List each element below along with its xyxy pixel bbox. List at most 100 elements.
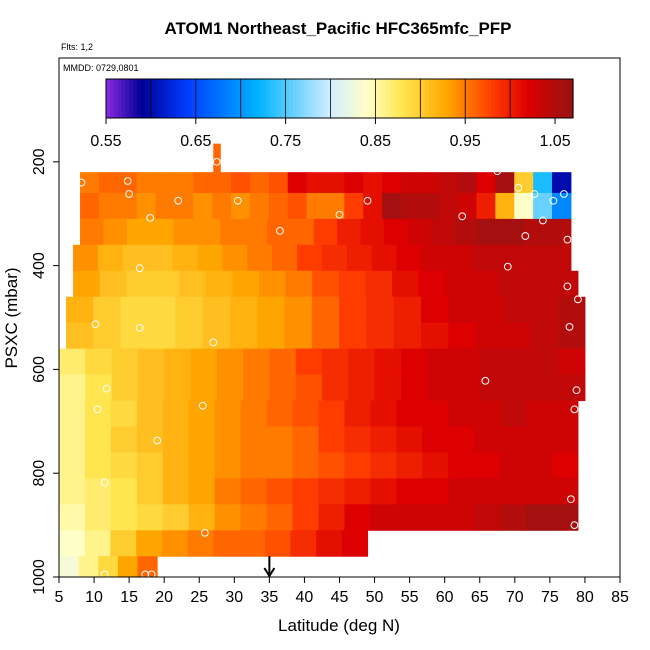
heatmap-cell [267,218,291,246]
sample-point [100,570,109,579]
colorbar-segment [386,79,391,118]
heatmap-cell [400,192,421,220]
colorbar-segment [362,79,368,118]
heatmap-cell [268,172,289,194]
heatmap-cell [214,400,242,427]
heatmap-cell [188,504,216,531]
heatmap-cell [370,426,397,453]
colorbar-segment [440,79,446,118]
heatmap-cell [500,478,527,505]
heatmap-cell [344,504,371,531]
heatmap-cell [530,322,559,350]
heatmap-cell [59,400,86,427]
heatmap-cell [506,374,533,402]
heatmap-cell [136,426,164,453]
colorbar-segment [308,79,313,118]
sample-point [563,282,572,291]
heatmap-cell [190,348,218,376]
heatmap-cell [297,244,323,272]
heatmap-cell [479,348,507,376]
heatmap-cell [292,426,319,453]
heatmap-cell [370,400,397,427]
colorbar-segment [296,79,302,118]
heatmap-cell [393,322,422,350]
colorbar-segment [292,79,298,118]
colorbar-segment [300,79,306,118]
heatmap-cell [257,322,286,350]
heatmap-cell [266,478,294,505]
sample-point [147,570,156,579]
heatmap-cell [266,426,294,453]
colorbar-segment [518,79,524,118]
x-tick-label: 40 [296,589,314,606]
colorbar-segment [133,79,138,118]
heatmap-cell [257,296,286,324]
heatmap-cell [117,192,138,220]
heatmap-cell [533,192,553,220]
heatmap-cell [318,426,345,453]
heatmap-cell [240,400,268,427]
colorbar-segment [207,79,212,118]
heatmap-cell [155,192,175,220]
heatmap-cell [421,322,449,350]
heatmap-cell [476,192,496,220]
heatmap-cell [533,172,553,194]
heatmap-cell [59,374,86,402]
heatmap-cell [110,426,138,453]
heatmap-cell [214,504,242,531]
heatmap-cell [422,400,449,427]
sample-point [77,178,86,187]
heatmap-cell [161,530,189,557]
colorbar-segment [320,79,325,118]
sample-point [212,157,221,166]
heatmap-cell [422,426,449,453]
colorbar-segment [288,79,294,118]
heatmap-cell [427,348,454,376]
heatmap-cell [111,348,139,376]
heatmap-cell [179,270,207,298]
colorbar-segment [537,79,543,118]
sample-point [570,521,579,529]
heatmap-cell [476,172,496,194]
heatmap-cell [187,530,214,557]
colorbar-segment [436,79,442,118]
heatmap-cell [229,322,258,350]
heatmap-cell [66,296,94,324]
sample-point [570,405,579,414]
heatmap-cell [500,504,527,531]
colorbar-segment [510,79,516,118]
heatmap-cell [190,374,218,402]
heatmap-cell [338,270,366,298]
heatmap-cell [382,172,402,194]
x-tick-label: 55 [401,589,419,606]
heatmap-cell [422,478,449,505]
heatmap-cell [306,172,326,194]
heatmap-cell [110,452,138,479]
colorbar-segment [541,79,547,118]
heatmap-cell [370,452,397,479]
heatmap-cell [366,322,395,350]
colorbar-segment [141,79,146,118]
heatmap-cell [212,172,232,194]
heatmap-cell [321,374,349,402]
colorbar-segment [257,79,263,118]
heatmap-cell [59,504,86,531]
heatmap-cell [396,244,423,272]
sample-point [567,495,575,504]
heatmap-cell [557,322,586,350]
heatmap-cell [175,296,204,324]
heatmap-cell [454,218,478,246]
colorbar-segment [561,79,566,118]
sample-point [363,196,372,205]
colorbar-segment [152,79,158,118]
sample-point [174,196,183,205]
heatmap-cell [66,322,94,350]
heatmap-cell [136,530,163,557]
colorbar-segment [323,79,329,118]
colorbar-segment [393,79,399,118]
heatmap-cell [85,348,113,376]
colorbar-segment [125,79,130,118]
colorbar-segment [491,79,496,118]
heatmap-cell [188,478,216,505]
